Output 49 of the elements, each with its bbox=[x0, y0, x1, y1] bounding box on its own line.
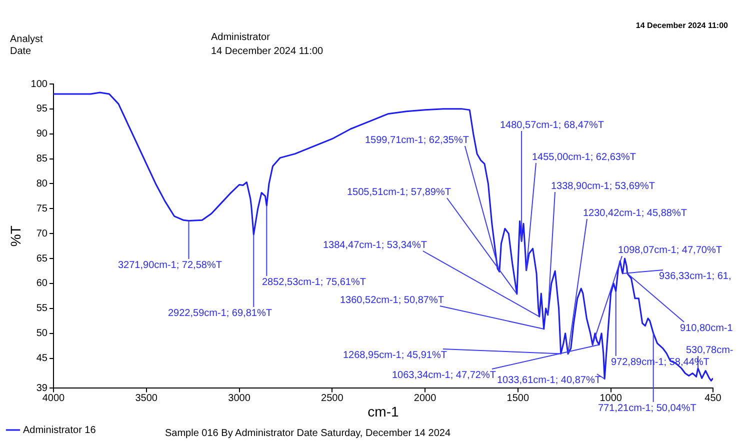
annotation: 1480,57cm-1; 68,47%T bbox=[500, 120, 604, 131]
y-tick-label: 90 bbox=[36, 128, 48, 140]
text: 14 December 2024 11:00 bbox=[636, 20, 728, 32]
annotation: 530,78cm- bbox=[686, 344, 734, 356]
annotation: 1033,61cm-1; 40,87%T bbox=[497, 374, 601, 386]
x-tick-label: 1500 bbox=[506, 392, 530, 404]
annotation: 3271,90cm-1; 72,58%T bbox=[118, 260, 222, 271]
text: Sample 016 By Administrator Date Saturday, December 14 2024 bbox=[165, 428, 451, 440]
x-axis-title: cm-1 bbox=[368, 403, 400, 420]
x-tick-label: 4000 bbox=[42, 392, 66, 404]
annotation: 1360,52cm-1; 50,87%T bbox=[340, 294, 444, 306]
annotation: 1098,07cm-1; 47,70%T bbox=[618, 244, 722, 256]
annotation: 910,80cm-1 bbox=[680, 322, 734, 334]
y-tick-label: 70 bbox=[36, 228, 48, 240]
y-tick-label: 100 bbox=[30, 78, 48, 90]
x-tick-label: 2000 bbox=[414, 392, 437, 404]
y-tick-label: 65 bbox=[36, 253, 48, 264]
annotation: 1505,51cm-1; 57,89%T bbox=[347, 186, 451, 198]
annotation: 1455,00cm-1; 62,63%T bbox=[532, 152, 636, 163]
x-tick-label: 2500 bbox=[321, 392, 344, 404]
text: 14 December 2024 11:00 bbox=[211, 46, 324, 58]
y-axis-title: %T bbox=[7, 225, 24, 247]
y-tick-label: 39 bbox=[36, 382, 48, 394]
text: Administrator bbox=[211, 32, 270, 44]
y-tick-label: 95 bbox=[36, 104, 48, 115]
text: Date bbox=[10, 46, 32, 58]
annotation: 2922,59cm-1; 69,81%T bbox=[168, 308, 272, 319]
y-tick-label: 50 bbox=[36, 328, 48, 340]
annotation: 1268,95cm-1; 45,91%T bbox=[343, 350, 447, 361]
x-tick-label: 3500 bbox=[135, 392, 158, 404]
y-tick-label: 80 bbox=[36, 178, 48, 190]
annotation: 1230,42cm-1; 45,88%T bbox=[583, 208, 687, 219]
y-tick-label: 60 bbox=[36, 278, 48, 290]
x-tick-label: 1000 bbox=[600, 392, 622, 404]
annotation: 2852,53cm-1; 75,61%T bbox=[262, 276, 366, 288]
annotation: 1599,71cm-1; 62,35%T bbox=[365, 134, 469, 146]
legend-label: Administrator 16 bbox=[23, 424, 96, 436]
text: Analyst bbox=[10, 34, 43, 46]
annotation: 1063,34cm-1; 47,72%T bbox=[392, 370, 496, 381]
annotation: 936,33cm-1; 61, bbox=[659, 270, 732, 282]
x-tick-label: 450 bbox=[704, 392, 722, 404]
y-tick-label: 75 bbox=[36, 203, 48, 214]
annotation: 1338,90cm-1; 53,69%T bbox=[551, 180, 655, 192]
annotation: 1384,47cm-1; 53,34%T bbox=[323, 240, 427, 251]
y-tick-label: 85 bbox=[36, 154, 48, 165]
y-tick-label: 55 bbox=[36, 303, 48, 314]
y-tick-label: 45 bbox=[36, 353, 48, 364]
annotation: 771,21cm-1; 50,04%T bbox=[598, 402, 696, 414]
x-tick-label: 3000 bbox=[228, 392, 251, 404]
